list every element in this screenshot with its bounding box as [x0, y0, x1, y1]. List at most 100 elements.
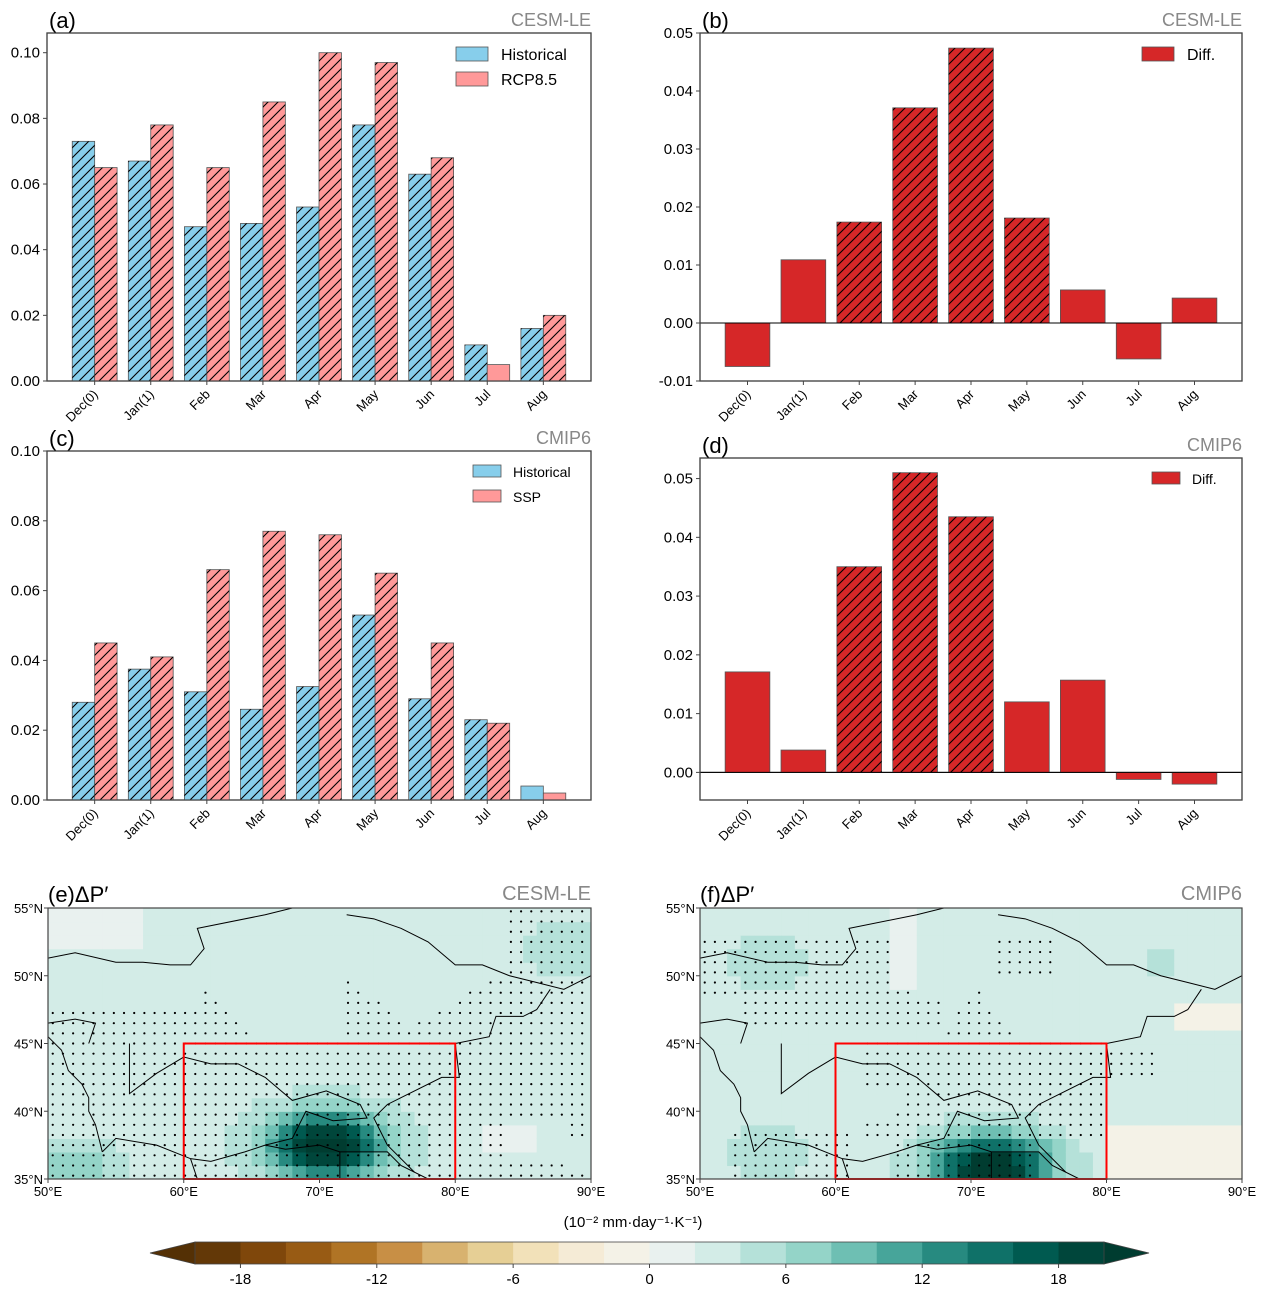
field-cell	[210, 935, 226, 950]
field-cell	[468, 1043, 483, 1058]
bar-diff--feb	[836, 566, 882, 773]
stipple-dot	[540, 920, 543, 923]
field-cell	[400, 948, 416, 963]
stipple-dot	[988, 1052, 991, 1055]
field-cell	[903, 1016, 918, 1031]
stipple-dot	[122, 1164, 126, 1167]
stipple-dot	[346, 1062, 350, 1065]
field-cell	[1147, 1097, 1162, 1112]
field-cell	[1065, 1138, 1080, 1153]
x-tick-label: Mar	[895, 805, 922, 832]
stipple-dot	[275, 1052, 278, 1055]
field-cell	[767, 1124, 782, 1139]
y-tick-label: 0.04	[11, 242, 40, 259]
stipple-dot	[896, 1011, 899, 1015]
field-cell	[727, 1165, 742, 1179]
field-cell	[916, 908, 931, 923]
field-cell	[1065, 921, 1080, 936]
field-cell	[1025, 1057, 1040, 1072]
stipple-dot	[560, 1042, 563, 1045]
field-cell	[903, 1029, 918, 1045]
field-cell	[563, 962, 579, 977]
field-cell	[998, 1124, 1013, 1139]
stipple-dot	[1028, 950, 1032, 954]
stipple-dot	[82, 1052, 85, 1055]
stipple-dot	[519, 1022, 523, 1025]
stipple-dot	[367, 1001, 370, 1004]
country-borders	[700, 908, 1242, 1179]
stipple-dot	[82, 1022, 85, 1025]
field-cell	[115, 1084, 131, 1099]
bar-hatch	[375, 62, 398, 381]
field-cell	[360, 1029, 375, 1045]
stipple-dot	[346, 1093, 350, 1096]
x-tick-label: Feb	[839, 387, 865, 413]
source-label: CESM-LE	[511, 10, 591, 30]
field-cell	[414, 1002, 429, 1017]
field-cell	[360, 1151, 375, 1167]
stipple-dot	[1140, 1062, 1143, 1065]
field-cell	[428, 1002, 443, 1017]
field-cell	[251, 908, 266, 923]
field-cell	[1079, 1111, 1094, 1126]
field-cell	[292, 1124, 307, 1139]
field-cell	[1106, 1043, 1121, 1058]
field-cell	[1133, 1151, 1148, 1167]
field-cell	[143, 935, 158, 950]
stipple-dot	[998, 1174, 1001, 1177]
field-cell	[957, 1070, 972, 1085]
field-cell	[794, 921, 809, 936]
field-cell	[455, 1029, 470, 1045]
stipple-dot	[163, 1022, 166, 1025]
field-cell	[183, 962, 198, 977]
field-cell	[183, 935, 198, 950]
field-cell	[75, 1111, 90, 1126]
stipple-dot	[774, 1001, 777, 1004]
field-cell	[903, 1151, 918, 1167]
stipple-dot	[133, 1093, 136, 1096]
stipple-dot	[947, 1052, 950, 1055]
bar-ssp-apr	[318, 534, 342, 801]
stipple-dot	[1110, 1062, 1113, 1065]
field-cell	[1201, 1165, 1216, 1179]
field-cell	[333, 1016, 348, 1031]
field-cell	[767, 1097, 782, 1112]
field-cell	[523, 1043, 538, 1058]
stipple-dot	[1120, 1062, 1123, 1065]
stipple-dot	[795, 1011, 798, 1015]
field-cell	[238, 1165, 253, 1179]
field-cell	[550, 1057, 565, 1072]
stipple-dot	[519, 1032, 523, 1035]
field-cell	[862, 908, 877, 923]
field-cell	[523, 1111, 538, 1126]
stipple-dot	[499, 1123, 502, 1126]
stipple-dot	[102, 1011, 105, 1015]
field-cell	[957, 908, 972, 923]
field-cell	[1011, 1043, 1026, 1058]
stipple-dot	[896, 1113, 899, 1116]
stipple-dot	[906, 1083, 910, 1086]
colorbar-segment	[240, 1242, 287, 1264]
stipple-dot	[316, 1052, 319, 1055]
field-cell	[387, 948, 402, 963]
field-cell	[251, 1097, 266, 1112]
stipple-dot	[438, 1032, 441, 1035]
stipple-dot	[122, 1113, 126, 1116]
field-cell	[862, 989, 877, 1004]
stipple-dot	[377, 1062, 380, 1065]
field-cell	[156, 908, 171, 923]
stipple-dot	[357, 1113, 360, 1116]
stipple-dot	[560, 1001, 563, 1004]
stipple-dot	[285, 1072, 289, 1076]
field-cell	[319, 1002, 334, 1017]
field-cell	[536, 1151, 551, 1167]
field-cell	[876, 1084, 891, 1099]
stipple-dot	[346, 1001, 350, 1004]
field-cell	[1120, 1111, 1135, 1126]
stipple-dot	[102, 1032, 105, 1035]
stipple-dot	[112, 1123, 115, 1126]
field-cell	[360, 921, 375, 936]
field-cell	[563, 1070, 579, 1085]
stipple-dot	[204, 1174, 207, 1177]
stipple-dot	[957, 1103, 960, 1106]
